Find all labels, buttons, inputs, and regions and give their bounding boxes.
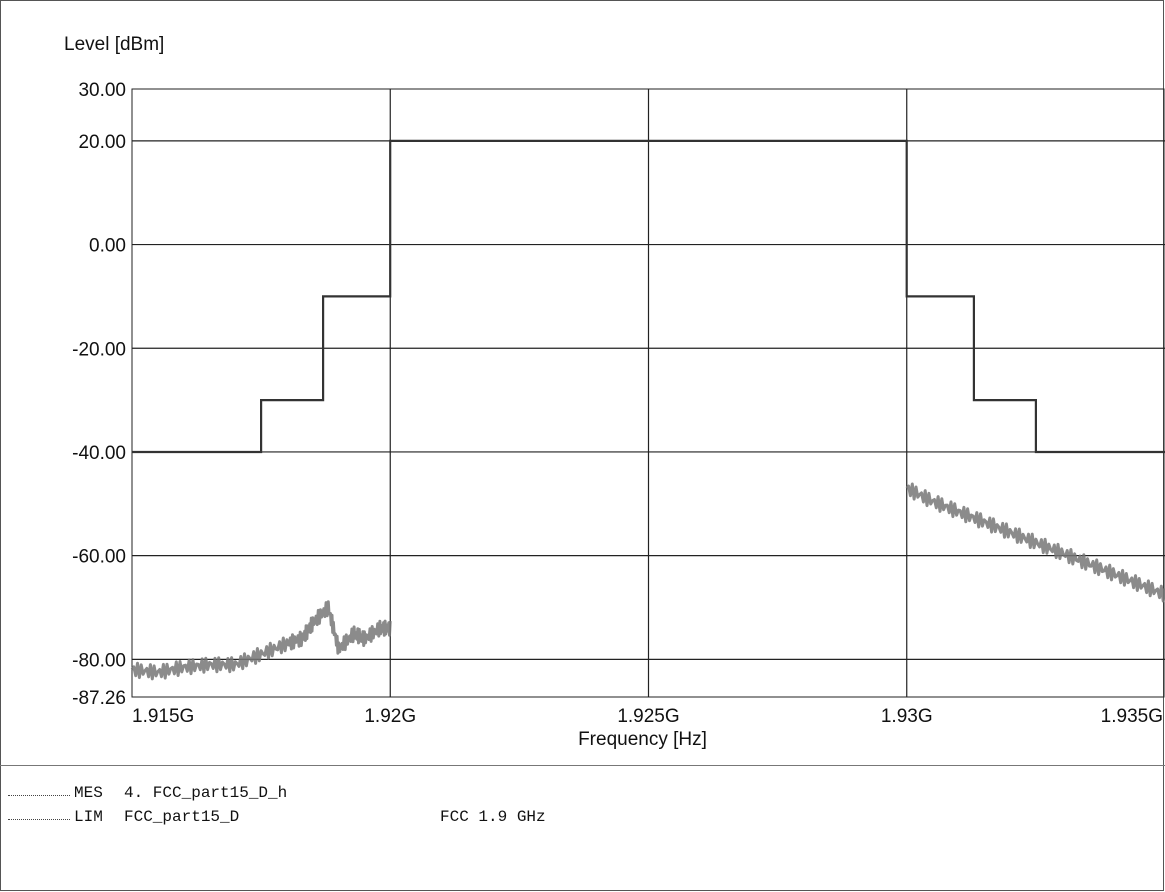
limit-line bbox=[132, 139, 1165, 454]
measurement-trace bbox=[905, 482, 1165, 603]
y-tick-label: -87.26 bbox=[72, 688, 126, 709]
legend-name-lim: FCC_part15_D bbox=[124, 808, 240, 826]
y-tick-label: 30.00 bbox=[78, 80, 126, 101]
legend-extra-lim: FCC 1.9 GHz bbox=[440, 808, 546, 826]
legend-swatch-mes bbox=[8, 795, 70, 796]
legend-tag-mes: MES bbox=[74, 784, 103, 802]
y-tick-label: 20.00 bbox=[78, 132, 126, 153]
x-tick-label: 1.935G bbox=[1101, 706, 1163, 727]
legend-tag-lim: LIM bbox=[74, 808, 103, 826]
y-tick-label: -20.00 bbox=[72, 339, 126, 360]
x-tick-label: 1.925G bbox=[617, 706, 679, 727]
x-axis-label: Frequency [Hz] bbox=[578, 729, 707, 750]
y-tick-label: -40.00 bbox=[72, 443, 126, 464]
legend-name-mes: 4. FCC_part15_D_h bbox=[124, 784, 288, 802]
x-tick-label: 1.92G bbox=[364, 706, 416, 727]
plot-area: 30.00 20.00 0.00 -20.00 -40.00 -60.00 -80.00 -8… bbox=[72, 80, 1165, 727]
y-tick-label: -80.00 bbox=[72, 650, 126, 671]
y-axis-label: Level [dBm] bbox=[64, 34, 165, 55]
measurement-trace bbox=[130, 600, 392, 681]
y-tick-label: -60.00 bbox=[72, 547, 126, 568]
x-tick-label: 1.93G bbox=[881, 706, 933, 727]
legend-divider bbox=[0, 765, 1165, 766]
legend-swatch-lim bbox=[8, 819, 70, 820]
x-tick-label: 1.915G bbox=[132, 706, 194, 727]
y-tick-label: 0.00 bbox=[89, 236, 126, 257]
